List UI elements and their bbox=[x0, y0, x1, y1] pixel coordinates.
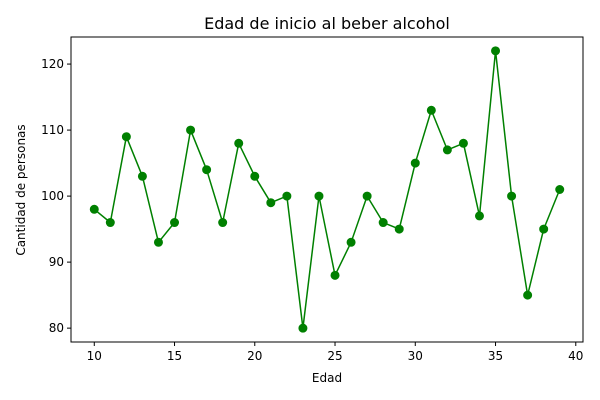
data-point bbox=[426, 105, 436, 115]
data-point bbox=[137, 171, 147, 181]
data-point bbox=[89, 204, 99, 214]
data-point bbox=[442, 145, 452, 155]
data-point bbox=[507, 191, 517, 201]
data-point bbox=[314, 191, 324, 201]
x-tick-label: 15 bbox=[167, 349, 182, 363]
y-tick-label: 120 bbox=[41, 57, 64, 71]
x-tick-label: 30 bbox=[408, 349, 423, 363]
y-tick-label: 90 bbox=[49, 255, 64, 269]
chart-title: Edad de inicio al beber alcohol bbox=[204, 14, 450, 33]
data-point bbox=[458, 138, 468, 148]
axes: 10 15 20 25 30 35 40 80 90 100 110 120 bbox=[41, 36, 584, 363]
data-point bbox=[378, 218, 388, 228]
x-tick-label: 35 bbox=[488, 349, 503, 363]
series-line bbox=[93, 50, 561, 329]
data-point bbox=[362, 191, 372, 201]
data-point bbox=[250, 171, 260, 181]
data-point bbox=[474, 211, 484, 221]
x-tick-label: 20 bbox=[247, 349, 262, 363]
y-tick-label: 100 bbox=[41, 189, 64, 203]
data-point bbox=[266, 198, 276, 208]
data-point bbox=[330, 270, 340, 280]
y-axis-label: Cantidad de personas bbox=[14, 124, 28, 255]
data-point bbox=[394, 224, 404, 234]
data-point bbox=[539, 224, 549, 234]
data-point bbox=[218, 218, 228, 228]
data-point bbox=[170, 218, 180, 228]
data-point bbox=[491, 46, 501, 56]
data-point bbox=[153, 237, 163, 247]
data-point bbox=[202, 165, 212, 175]
x-axis-label: Edad bbox=[312, 371, 342, 385]
data-point bbox=[298, 323, 308, 333]
data-point bbox=[410, 158, 420, 168]
data-point bbox=[121, 132, 131, 142]
data-point bbox=[555, 185, 565, 194]
data-point bbox=[523, 290, 533, 300]
data-point bbox=[186, 125, 196, 135]
y-tick-label: 110 bbox=[41, 123, 64, 137]
x-tick-label: 25 bbox=[327, 349, 342, 363]
plot-area bbox=[89, 46, 565, 333]
data-point bbox=[234, 138, 244, 148]
x-tick-label: 10 bbox=[87, 349, 102, 363]
data-point bbox=[105, 218, 115, 228]
y-tick-label: 80 bbox=[49, 321, 64, 335]
data-point bbox=[282, 191, 292, 201]
x-tick-label: 40 bbox=[568, 349, 583, 363]
plot-frame bbox=[70, 36, 584, 343]
data-point bbox=[346, 237, 356, 247]
